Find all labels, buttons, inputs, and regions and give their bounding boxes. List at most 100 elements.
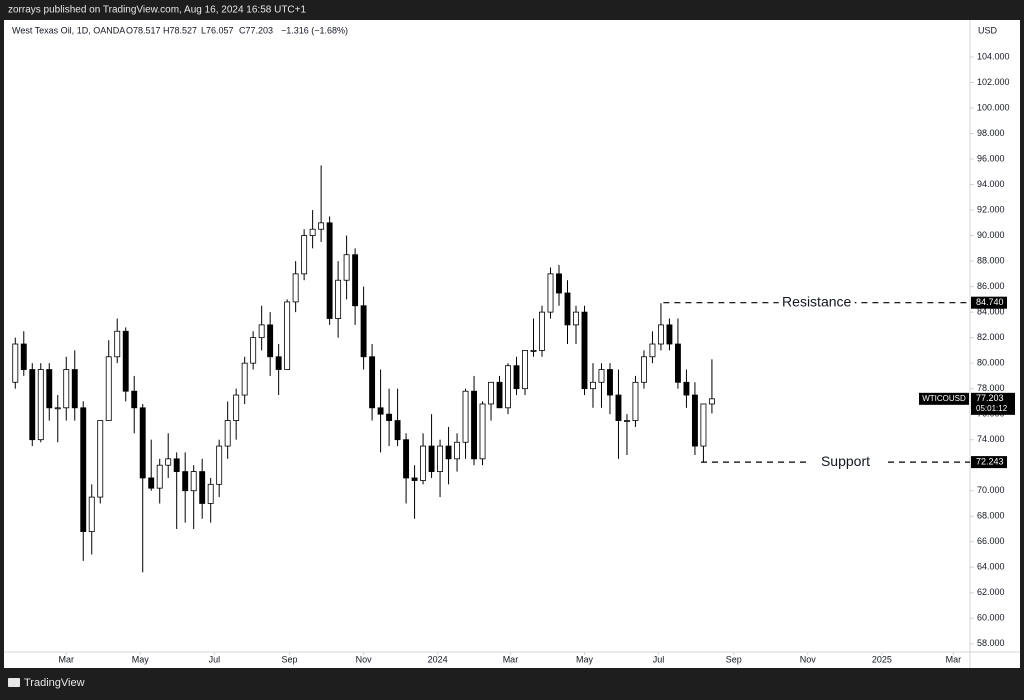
candle-body [590, 381, 596, 390]
y-tick-label: 90.000 [977, 230, 1005, 240]
y-tick-label: 74.000 [977, 434, 1005, 444]
candle-body [250, 337, 257, 364]
x-tick-label: May [576, 654, 594, 664]
candle-body [479, 403, 486, 460]
y-tick-label: 78.000 [977, 383, 1005, 393]
price-tag-label: 72.243 [976, 456, 1004, 466]
candle-body [428, 445, 435, 472]
candle-body [556, 273, 562, 294]
candle-body [233, 394, 240, 421]
candle-body [207, 483, 214, 504]
candle [369, 344, 376, 421]
candle-body [63, 369, 70, 409]
candle [386, 388, 393, 447]
candle [335, 261, 342, 338]
candle [301, 229, 308, 281]
candle [573, 305, 579, 345]
candle-body [80, 407, 87, 532]
candle-body [530, 349, 537, 352]
candle [581, 305, 588, 396]
candle-body [581, 311, 588, 390]
candle [556, 264, 562, 306]
legend-symbol: West Texas Oil, 1D, OANDA [12, 25, 125, 35]
tv-logo: TradingView [8, 677, 85, 689]
candle-body [377, 407, 384, 415]
y-tick-label: 64.000 [977, 562, 1005, 572]
candle [564, 280, 571, 345]
candle [216, 439, 223, 498]
candle [131, 375, 138, 434]
candle [632, 375, 639, 427]
x-tick-label: 2025 [872, 654, 892, 664]
candle [615, 369, 622, 459]
candle-body [148, 477, 155, 489]
candle-body [301, 235, 308, 275]
candle-body [632, 381, 639, 421]
candle-body [37, 369, 44, 441]
candle-body [131, 390, 138, 409]
candle-body [139, 407, 146, 479]
y-tick-label: 84.000 [977, 306, 1005, 316]
candle-body [394, 420, 401, 441]
price-tag [971, 456, 1007, 469]
candle [233, 388, 240, 440]
candle-body [471, 390, 477, 460]
candle [598, 363, 605, 408]
candle [88, 484, 95, 555]
candle [462, 388, 469, 459]
candle [666, 318, 673, 351]
x-tick-label: Sep [282, 654, 298, 664]
y-tick-label: 68.000 [977, 511, 1005, 521]
symbol-tag-label: WTICOUSD [922, 394, 966, 403]
level-text-bg [778, 294, 855, 311]
candle-body [46, 369, 53, 409]
candle-body [615, 394, 622, 421]
candle [190, 465, 197, 529]
candle-body [708, 398, 715, 405]
candle [156, 458, 163, 504]
y-tick-label: 70.000 [977, 485, 1005, 495]
candle-body [190, 471, 197, 492]
level-name: Resistance [782, 293, 851, 309]
candle-body [267, 324, 274, 358]
y-tick-label: 80.000 [977, 358, 1005, 368]
candle [250, 331, 257, 370]
candle [700, 403, 707, 463]
candle-body [309, 228, 316, 236]
candle [114, 318, 121, 364]
candle-body [641, 356, 647, 383]
candle [309, 210, 316, 249]
candle [641, 350, 647, 389]
y-tick-label: 66.000 [977, 536, 1005, 546]
candle-body [156, 464, 163, 489]
candle [445, 426, 452, 485]
candle-body [173, 458, 180, 472]
candle-body [352, 254, 359, 307]
x-tick-label: Sep [726, 654, 742, 664]
candle-body [522, 349, 528, 390]
candle-body [496, 381, 503, 409]
candle [326, 216, 333, 325]
candle-body [241, 362, 248, 396]
candle [275, 344, 282, 396]
candle-body [420, 445, 427, 481]
last-price-label: 77.203 [976, 393, 1004, 403]
candle-body [445, 445, 452, 460]
candle-body [369, 356, 376, 409]
y-tick-label: 60.000 [977, 613, 1005, 623]
candle-body [360, 305, 367, 358]
candle-body [691, 394, 698, 447]
y-tick-label: 82.000 [977, 332, 1005, 342]
candle [148, 439, 155, 491]
candle-body [683, 381, 690, 396]
candle [97, 420, 104, 504]
candle-body [386, 413, 393, 421]
candle [224, 401, 231, 459]
price-tag [971, 296, 1007, 309]
candle [657, 303, 664, 351]
x-tick-label: Jul [209, 654, 221, 664]
candle-body [335, 279, 342, 319]
y-tick-label: 100.000 [977, 102, 1010, 112]
candle-body [258, 324, 265, 339]
